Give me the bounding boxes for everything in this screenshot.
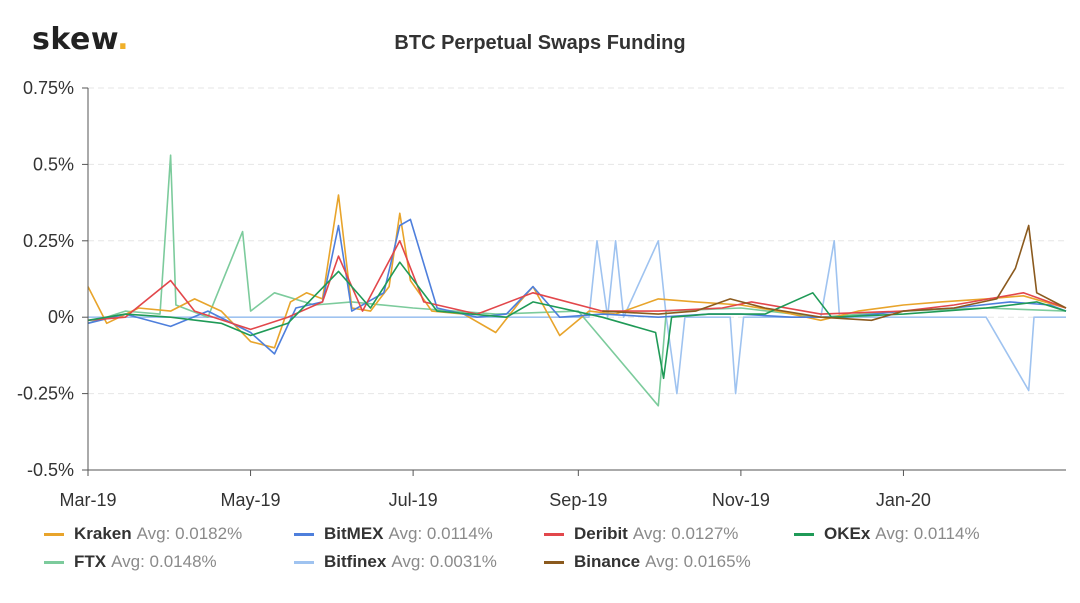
legend: Kraken Avg: 0.0182% BitMEX Avg: 0.0114% Deri… — [44, 520, 1064, 576]
y-tick-label-2: 0% — [48, 307, 74, 327]
legend-series-name: OKEx — [824, 524, 871, 543]
legend-series-avg: Avg: 0.0031% — [391, 552, 497, 571]
legend-series-avg: Avg: 0.0114% — [875, 524, 980, 543]
legend-swatch — [294, 560, 314, 564]
legend-swatch — [544, 532, 564, 536]
legend-item-bitfinex[interactable]: Bitfinex Avg: 0.0031% — [294, 552, 544, 572]
legend-series-name: BitMEX — [324, 524, 384, 543]
legend-series-avg: Avg: 0.0182% — [136, 524, 243, 543]
x-tick-label-2: Jul-19 — [389, 490, 438, 510]
legend-item-deribit[interactable]: Deribit Avg: 0.0127% — [544, 524, 794, 544]
legend-swatch — [44, 560, 64, 564]
x-tick-label-3: Sep-19 — [549, 490, 607, 510]
legend-item-ftx[interactable]: FTX Avg: 0.0148% — [44, 552, 294, 572]
logo-text: skew — [32, 22, 118, 57]
legend-series-avg: Avg: 0.0148% — [111, 552, 217, 571]
logo-dot: . — [117, 22, 130, 57]
legend-item-binance[interactable]: Binance Avg: 0.0165% — [544, 552, 794, 572]
series-line-bitfinex — [88, 240, 1066, 395]
chart-title: BTC Perpetual Swaps Funding — [394, 32, 686, 54]
y-tick-label-4: 0.5% — [33, 154, 74, 174]
x-tick-label-4: Nov-19 — [712, 490, 770, 510]
y-tick-label-3: 0.25% — [23, 231, 74, 251]
legend-swatch — [544, 560, 564, 564]
legend-item-bitmex[interactable]: BitMEX Avg: 0.0114% — [294, 524, 544, 544]
legend-series-name: Kraken — [74, 524, 132, 543]
legend-swatch — [794, 532, 814, 536]
x-tick-label-1: May-19 — [221, 490, 281, 510]
legend-series-name: Binance — [574, 552, 641, 571]
series-line-bitmex — [87, 218, 1067, 355]
x-tick-label-0: Mar-19 — [59, 490, 116, 510]
legend-series-avg: Avg: 0.0114% — [388, 524, 493, 543]
series-line-deribit — [87, 240, 1067, 331]
legend-series-avg: Avg: 0.0127% — [632, 524, 739, 543]
series-layer — [87, 154, 1067, 407]
legend-item-kraken[interactable]: Kraken Avg: 0.0182% — [44, 524, 294, 544]
funding-chart: -0.5% -0.25% 0% 0.25% 0.5% 0.75% Mar-19 May-19 J… — [17, 78, 1067, 510]
x-tick-label-5: Jan-20 — [876, 490, 931, 510]
legend-swatch — [44, 532, 64, 536]
series-line-ftx — [87, 154, 1067, 407]
legend-row-0: Kraken Avg: 0.0182% BitMEX Avg: 0.0114% Deri… — [44, 520, 1064, 548]
axes: -0.5% -0.25% 0% 0.25% 0.5% 0.75% Mar-19 May-19 J… — [17, 78, 1066, 510]
legend-swatch — [294, 532, 314, 536]
skew-logo: skew. — [32, 22, 129, 57]
series-line-binance — [602, 224, 1067, 322]
y-tick-label-5: 0.75% — [23, 78, 74, 98]
y-tick-label-0: -0.5% — [27, 460, 74, 480]
legend-series-name: FTX — [74, 552, 107, 571]
legend-series-avg: Avg: 0.0165% — [645, 552, 751, 571]
y-tick-label-1: -0.25% — [17, 384, 74, 404]
grid-lines — [88, 87, 1066, 395]
legend-row-1: FTX Avg: 0.0148% Bitfinex Avg: 0.0031% Binan… — [44, 548, 1064, 576]
series-line-okex — [87, 261, 1067, 380]
legend-item-okex[interactable]: OKEx Avg: 0.0114% — [794, 524, 1044, 544]
legend-series-name: Deribit — [574, 524, 628, 543]
legend-series-name: Bitfinex — [324, 552, 387, 571]
